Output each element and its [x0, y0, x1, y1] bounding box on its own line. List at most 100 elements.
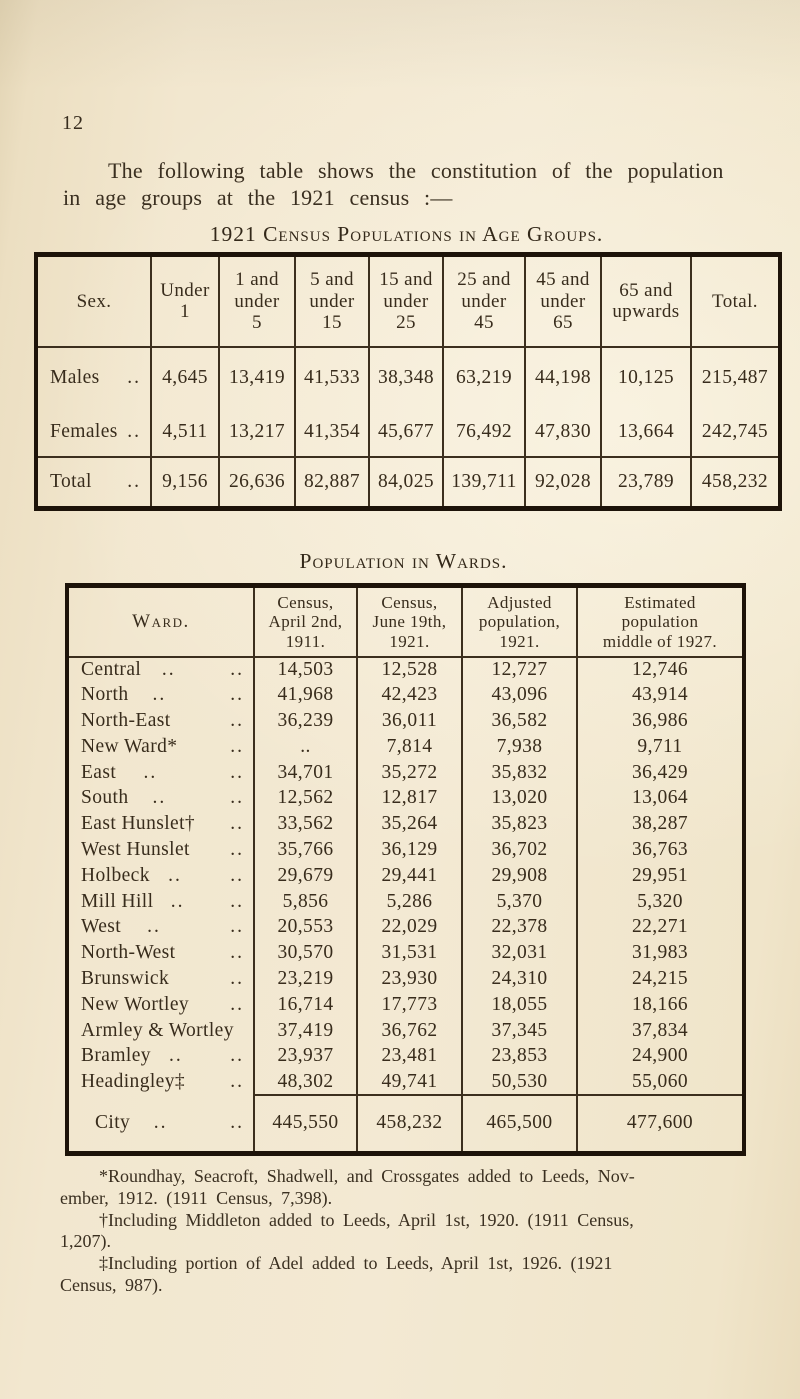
col-header-65-up: 65 and upwards	[600, 254, 691, 348]
col-header-1-5: 1 and under 5	[218, 254, 295, 348]
dot-leader: ..	[230, 709, 244, 731]
table-row: West Hunslet.. 35,766 36,129 36,702 36,7…	[67, 837, 744, 863]
cell-value: 63,219	[442, 346, 525, 409]
cell-value: 18,166	[576, 991, 744, 1018]
wards-table-header-row: Ward. Census, April 2nd, 1911. Census, J…	[67, 585, 744, 658]
cell-value: 36,702	[461, 837, 577, 863]
cell-value: 32,031	[461, 940, 577, 967]
cell-value: 35,823	[461, 811, 577, 838]
cell-value: 14,503	[253, 656, 357, 683]
table-row: North.... 41,968 42,423 43,096 43,914	[67, 682, 744, 709]
ward-name: Armley & Wortley	[81, 1019, 234, 1041]
cell-value: 215,487	[690, 346, 780, 409]
footnotes: *Roundhay, Seacroft, Shadwell, and Cross…	[60, 1166, 779, 1297]
cell-value: 29,441	[356, 862, 462, 889]
dot-leader: ..	[127, 367, 141, 388]
cell-value: 22,271	[576, 914, 744, 941]
dot-leader: ..	[127, 421, 141, 442]
cell-value: 41,968	[253, 682, 357, 709]
cell-value: 12,727	[461, 656, 577, 683]
cell-value: 36,011	[356, 708, 462, 734]
cell-value: 44,198	[524, 346, 601, 409]
cell-value: 43,096	[461, 682, 577, 709]
cell-value: 139,711	[442, 455, 525, 509]
cell-value: 30,570	[253, 940, 357, 967]
cell-value: 36,429	[576, 759, 744, 786]
cell-value: 55,060	[576, 1069, 744, 1096]
intro-paragraph: The following table shows the constituti…	[63, 158, 724, 210]
dot-leader: ..	[152, 684, 167, 706]
cell-value: 24,310	[461, 966, 577, 992]
dot-leader: ..	[230, 813, 244, 835]
cell-value: 35,832	[461, 759, 577, 786]
cell-value: 35,264	[356, 811, 462, 838]
row-label: Males	[50, 367, 100, 388]
age-groups-table: Sex. Under 1 1 and under 5 5 and under 1…	[34, 252, 782, 511]
cell-value: 37,419	[253, 1017, 357, 1044]
table-row-females: Females.. 4,511 13,217 41,354 45,677 76,…	[36, 408, 780, 457]
col-header-25-45: 25 and under 45	[442, 254, 525, 348]
col-header-ward: Ward.	[67, 585, 254, 658]
cell-value: 84,025	[368, 455, 443, 509]
cell-value: 31,531	[356, 940, 462, 967]
cell-value: 13,064	[576, 785, 744, 812]
cell-value: 5,856	[253, 888, 357, 915]
footnote-roundhay: *Roundhay, Seacroft, Shadwell, and Cross…	[60, 1166, 635, 1208]
table-row: West.... 20,553 22,029 22,378 22,271	[67, 914, 744, 941]
dot-leader: ..	[230, 1045, 244, 1067]
cell-value: 458,232	[690, 455, 780, 509]
age-table-title: 1921 Census Populations in Age Groups.	[209, 222, 604, 246]
cell-value: 76,492	[442, 408, 525, 457]
cell-value: 37,345	[461, 1017, 577, 1044]
cell-value: 22,378	[461, 914, 577, 941]
dot-leader: ..	[230, 890, 244, 912]
cell-value: 9,711	[576, 733, 744, 760]
cell-value: 477,600	[576, 1094, 744, 1154]
cell-value: 50,530	[461, 1069, 577, 1096]
dot-leader: ..	[170, 890, 185, 912]
table-row: Brunswick.. 23,219 23,930 24,310 24,215	[67, 966, 744, 992]
ward-name: East Hunslet†	[81, 813, 196, 835]
dot-leader: ..	[230, 787, 244, 809]
ward-name: New Wortley	[81, 993, 190, 1015]
cell-value: 38,287	[576, 811, 744, 838]
cell-value: 36,129	[356, 837, 462, 863]
col-header-census-1921: Census, June 19th, 1921.	[356, 585, 462, 658]
table-row: Holbeck.... 29,679 29,441 29,908 29,951	[67, 862, 744, 889]
ward-name: Mill Hill	[81, 890, 154, 912]
cell-value: 92,028	[524, 455, 601, 509]
col-header-45-65: 45 and under 65	[524, 254, 601, 348]
cell-value: 47,830	[524, 408, 601, 457]
dot-leader: ..	[161, 658, 176, 680]
ward-name: North-East	[81, 709, 171, 731]
table-row: Mill Hill.... 5,856 5,286 5,370 5,320	[67, 888, 744, 915]
cell-value: 458,232	[356, 1094, 462, 1154]
cell-value: 33,562	[253, 811, 357, 838]
col-header-15-25: 15 and under 25	[368, 254, 443, 348]
col-header-adjusted-1921: Adjusted population, 1921.	[461, 585, 577, 658]
cell-value: 13,020	[461, 785, 577, 812]
col-header-census-1911: Census, April 2nd, 1911.	[253, 585, 357, 658]
dot-leader: ..	[230, 967, 244, 989]
ward-name: Bramley	[81, 1045, 151, 1067]
cell-value: 37,834	[576, 1017, 744, 1044]
cell-value: 36,763	[576, 837, 744, 863]
cell-value: 5,286	[356, 888, 462, 915]
page-number: 12	[62, 112, 84, 134]
table-row: North-West.. 30,570 31,531 32,031 31,983	[67, 940, 744, 967]
cell-value: 12,746	[576, 656, 744, 683]
cell-value: 23,481	[356, 1043, 462, 1070]
table-row: Central.... 14,503 12,528 12,727 12,746	[67, 656, 744, 683]
cell-value: 38,348	[368, 346, 443, 409]
cell-value: 22,029	[356, 914, 462, 941]
ward-name: Central	[81, 658, 142, 680]
ward-name: West	[81, 916, 122, 938]
wards-table-title: Population in Wards.	[299, 549, 508, 573]
cell-value: 31,983	[576, 940, 744, 967]
wards-table: Ward. Census, April 2nd, 1911. Census, J…	[65, 583, 746, 1156]
cell-value: 23,853	[461, 1043, 577, 1070]
cell-value: 4,511	[150, 408, 219, 457]
table-row-total: Total.. 9,156 26,636 82,887 84,025 139,7…	[36, 455, 780, 509]
dot-leader: ..	[230, 658, 244, 680]
